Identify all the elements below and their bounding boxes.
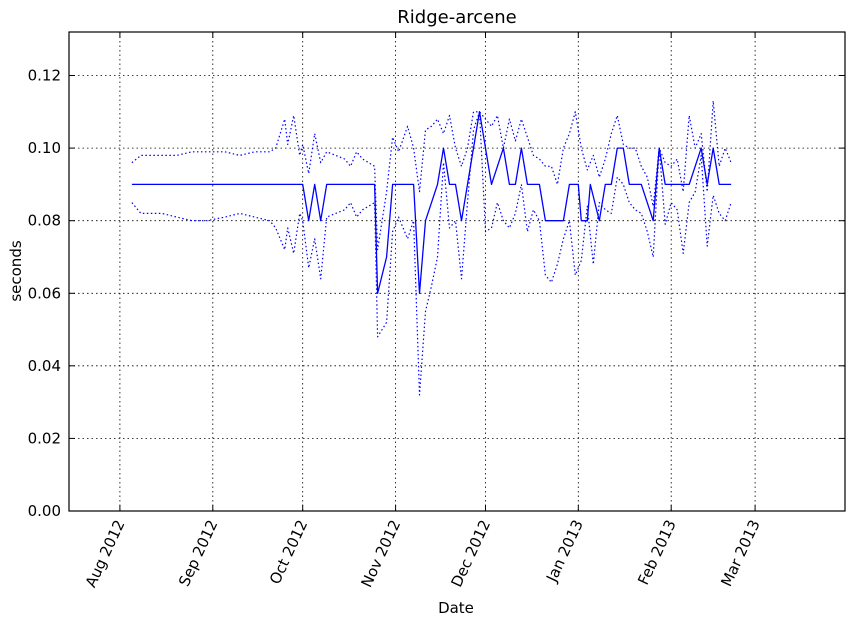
plot-frame: [68, 31, 846, 512]
y-tick-label: 0.10: [28, 139, 61, 157]
y-tick-label: 0.02: [28, 429, 61, 447]
y-tick-label: 0.08: [28, 212, 61, 230]
y-tick-label: 0.04: [28, 357, 61, 375]
x-axis-label: Date: [438, 599, 474, 617]
series-line-solid-0: [131, 111, 732, 294]
grid-layer: [69, 32, 845, 512]
series-layer: [131, 100, 732, 396]
y-tick-label: 0.06: [28, 284, 61, 302]
y-tick-label: 0.12: [28, 67, 61, 85]
y-tick-label: 0.00: [28, 502, 61, 520]
y-axis-label: seconds: [7, 240, 25, 301]
series-line-dotted-2: [131, 111, 732, 396]
chart-title: Ridge-arcene: [397, 7, 516, 28]
